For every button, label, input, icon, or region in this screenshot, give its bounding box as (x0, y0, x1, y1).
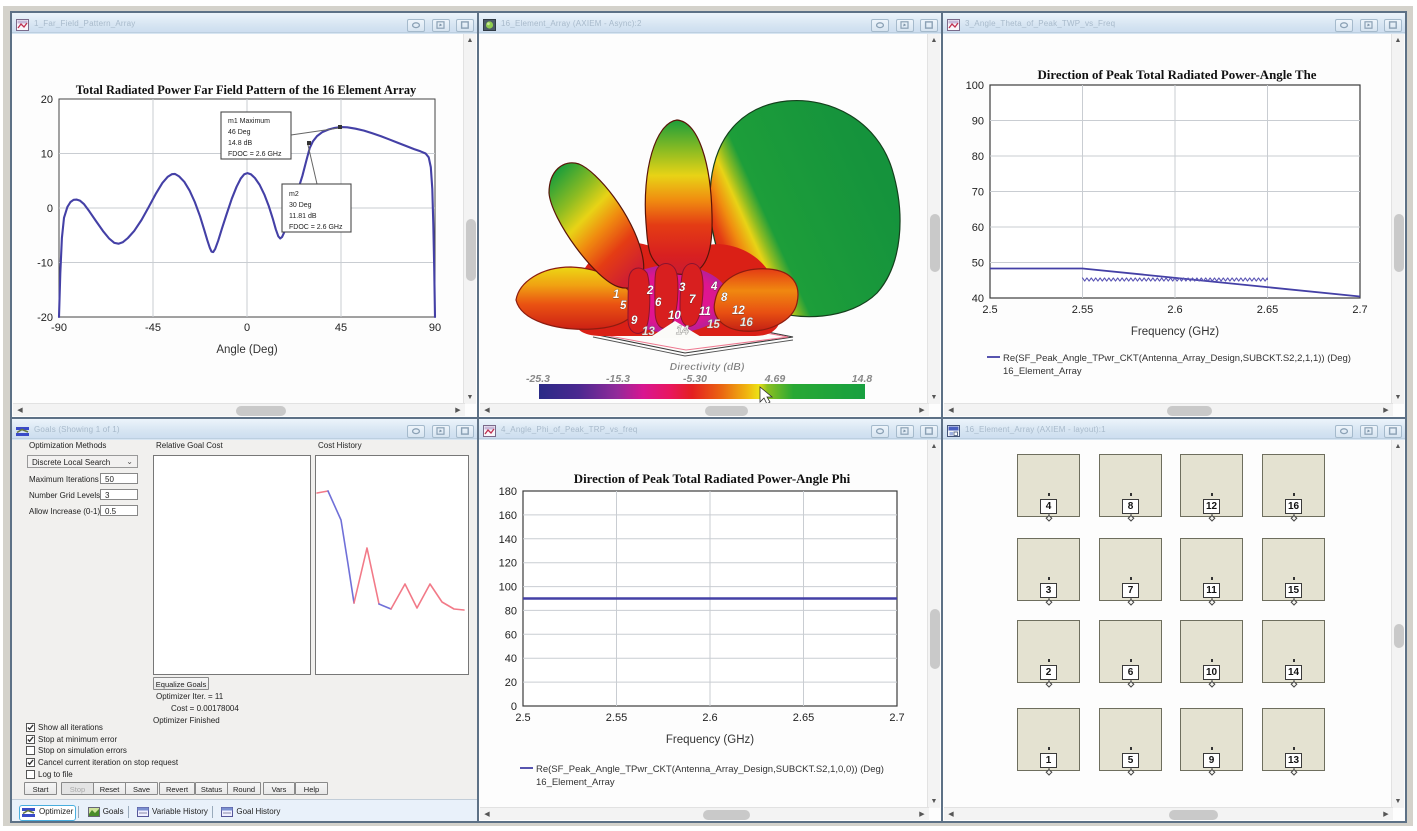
svg-text:FDOC = 2.6 GHz: FDOC = 2.6 GHz (289, 224, 343, 231)
svg-text:2: 2 (646, 285, 654, 297)
svg-text:50: 50 (972, 258, 984, 270)
svg-text:70: 70 (972, 187, 984, 199)
svg-text:120: 120 (499, 558, 517, 570)
svg-text:m1 Maximum: m1 Maximum (228, 118, 270, 125)
svg-text:-10: -10 (37, 258, 53, 270)
svg-text:0: 0 (511, 701, 517, 713)
svg-text:4.69: 4.69 (764, 373, 786, 385)
svg-text:8: 8 (721, 292, 728, 304)
svg-text:14: 14 (676, 325, 689, 337)
svg-text:90: 90 (429, 322, 441, 334)
svg-text:80: 80 (972, 151, 984, 163)
svg-text:-90: -90 (51, 322, 67, 334)
svg-text:15: 15 (707, 319, 720, 331)
svg-text:2.7: 2.7 (889, 712, 904, 724)
svg-text:9: 9 (631, 315, 638, 327)
svg-text:10: 10 (41, 149, 53, 161)
svg-text:2.55: 2.55 (1072, 304, 1093, 316)
svg-text:-15.3: -15.3 (606, 373, 630, 385)
svg-text:2.65: 2.65 (793, 712, 814, 724)
svg-text:60: 60 (505, 629, 517, 641)
svg-text:14.8 dB: 14.8 dB (228, 140, 252, 147)
svg-text:30 Deg: 30 Deg (289, 202, 312, 209)
svg-text:Directivity (dB): Directivity (dB) (670, 361, 745, 373)
svg-text:Frequency (GHz): Frequency (GHz) (1131, 326, 1219, 338)
svg-text:2.65: 2.65 (1257, 304, 1278, 316)
svg-text:160: 160 (499, 510, 517, 522)
svg-text:2.6: 2.6 (1167, 304, 1182, 316)
svg-text:Total Radiated Power Far Field: Total Radiated Power Far Field Pattern o… (76, 83, 417, 97)
svg-text:20: 20 (505, 677, 517, 689)
svg-text:1: 1 (613, 289, 619, 301)
svg-text:3: 3 (679, 282, 686, 294)
svg-text:2.5: 2.5 (515, 712, 530, 724)
svg-text:Frequency (GHz): Frequency (GHz) (666, 734, 754, 746)
svg-text:45: 45 (335, 322, 347, 334)
svg-text:60: 60 (972, 222, 984, 234)
svg-text:12: 12 (732, 305, 745, 317)
svg-text:11: 11 (699, 306, 711, 318)
svg-text:FDOC = 2.6 GHz: FDOC = 2.6 GHz (228, 151, 282, 158)
svg-text:40: 40 (972, 293, 984, 305)
svg-text:Re(SF_Peak_Angle_TPwr_CKT(Ante: Re(SF_Peak_Angle_TPwr_CKT(Antenna_Array_… (536, 764, 884, 775)
svg-text:0: 0 (47, 203, 53, 215)
svg-text:6: 6 (655, 297, 662, 309)
svg-text:140: 140 (499, 534, 517, 546)
svg-text:40: 40 (505, 653, 517, 665)
svg-text:10: 10 (668, 310, 681, 322)
svg-text:-20: -20 (37, 312, 53, 324)
svg-text:-25.3: -25.3 (526, 373, 550, 385)
svg-text:-5.30: -5.30 (683, 373, 707, 385)
svg-text:90: 90 (972, 116, 984, 128)
svg-text:11.81 dB: 11.81 dB (289, 213, 317, 220)
svg-text:2.55: 2.55 (606, 712, 627, 724)
svg-text:46 Deg: 46 Deg (228, 129, 251, 136)
svg-text:180: 180 (499, 486, 517, 498)
svg-text:Direction of Peak Total Radiat: Direction of Peak Total Radiated Power-A… (1037, 68, 1316, 82)
svg-text:100: 100 (499, 582, 517, 594)
svg-text:7: 7 (689, 294, 696, 306)
svg-text:5: 5 (620, 300, 627, 312)
svg-text:16_Element_Array: 16_Element_Array (536, 777, 615, 788)
svg-text:13: 13 (642, 326, 655, 338)
svg-text:80: 80 (505, 605, 517, 617)
svg-text:16: 16 (740, 317, 753, 329)
svg-text:20: 20 (41, 94, 53, 106)
svg-text:2.7: 2.7 (1352, 304, 1367, 316)
svg-text:100: 100 (966, 80, 984, 92)
svg-text:Angle (Deg): Angle (Deg) (216, 344, 278, 356)
svg-text:4: 4 (710, 281, 718, 293)
svg-text:14.8: 14.8 (852, 373, 873, 385)
svg-text:16_Element_Array: 16_Element_Array (1003, 366, 1082, 377)
svg-text:-45: -45 (145, 322, 161, 334)
svg-text:Re(SF_Peak_Angle_TPwr_CKT(Ante: Re(SF_Peak_Angle_TPwr_CKT(Antenna_Array_… (1003, 353, 1351, 364)
svg-text:0: 0 (244, 322, 250, 334)
svg-text:2.5: 2.5 (982, 304, 997, 316)
svg-text:2.6: 2.6 (702, 712, 717, 724)
svg-text:Direction of Peak Total Radiat: Direction of Peak Total Radiated Power-A… (574, 472, 851, 486)
svg-text:m2: m2 (289, 191, 299, 198)
